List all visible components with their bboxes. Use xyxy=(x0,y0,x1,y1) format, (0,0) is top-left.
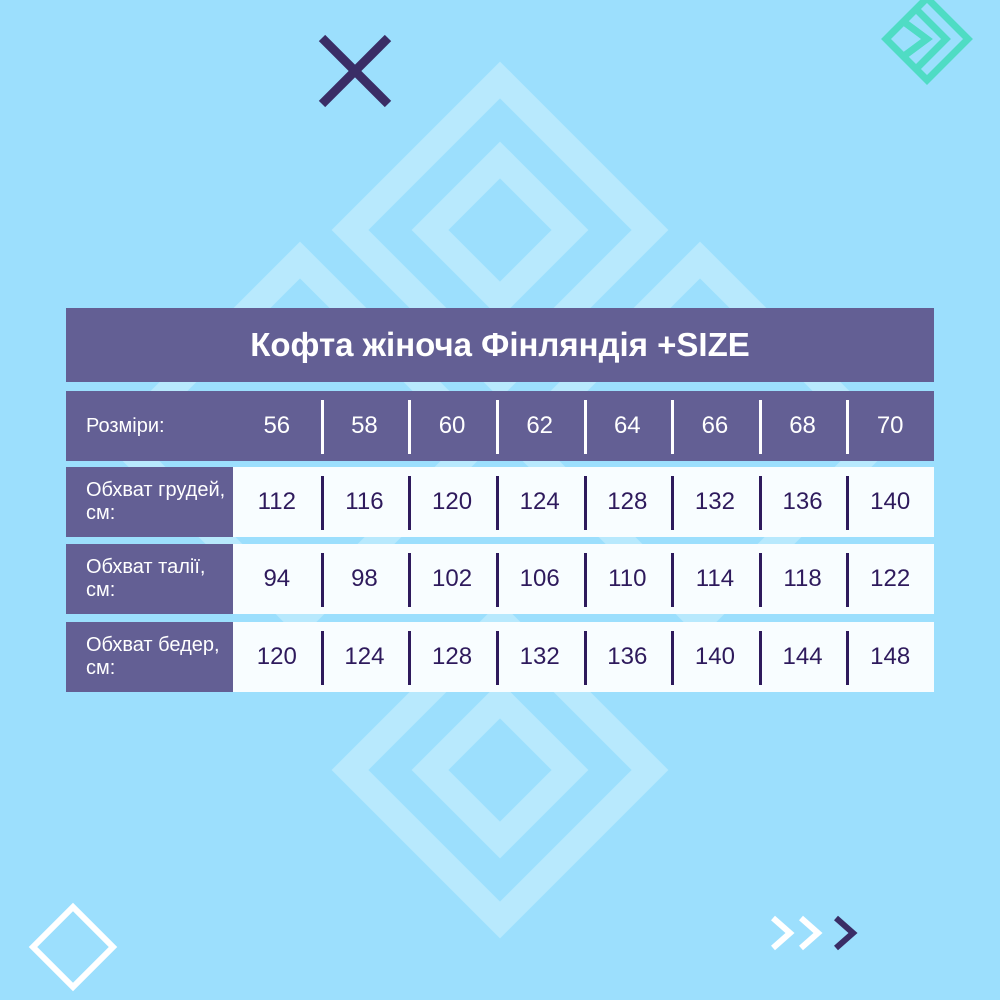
value-cell: 132 xyxy=(671,467,759,537)
value-cell: 136 xyxy=(758,467,847,537)
sizes-header-row: Розміри: 56 58 60 62 64 66 68 70 xyxy=(66,391,934,461)
value-cell: 132 xyxy=(495,622,584,692)
row-label: Розміри: xyxy=(66,391,233,461)
value-cell: 116 xyxy=(320,467,409,537)
value-cell: 136 xyxy=(583,622,672,692)
x-icon xyxy=(318,34,392,108)
value-cell: 122 xyxy=(846,544,934,614)
diamond-outline-icon xyxy=(28,902,118,992)
size-cell: 68 xyxy=(758,391,847,461)
value-cell: 94 xyxy=(263,565,291,592)
value-cell: 124 xyxy=(320,622,409,692)
double-diamond-chevron-icon xyxy=(881,0,973,85)
value-cell: 128 xyxy=(408,622,496,692)
row-label: Обхват бедер, см: xyxy=(66,622,233,692)
value-cell: 110 xyxy=(583,544,672,614)
value-cell: 102 xyxy=(408,544,496,614)
value-cell: 112 xyxy=(257,488,296,515)
size-cell: 60 xyxy=(408,391,496,461)
size-cell: 58 xyxy=(320,391,409,461)
size-cell: 64 xyxy=(583,391,672,461)
table-row-hips: Обхват бедер, см: 120 124 128 132 136 14… xyxy=(66,622,934,692)
value-cell: 148 xyxy=(846,622,934,692)
value-cell: 124 xyxy=(495,467,584,537)
table-row-chest: Обхват грудей, см: 112 116 120 124 128 1… xyxy=(66,467,934,537)
value-cell: 118 xyxy=(758,544,847,614)
value-cell: 128 xyxy=(583,467,672,537)
value-cell: 120 xyxy=(256,643,297,670)
size-cell: 70 xyxy=(846,391,934,461)
value-cell: 114 xyxy=(671,544,759,614)
value-cell: 98 xyxy=(320,544,409,614)
size-cell: 66 xyxy=(671,391,759,461)
value-cell: 140 xyxy=(846,467,934,537)
table-row-waist: Обхват талії, см: 94 98 102 106 110 114 … xyxy=(66,544,934,614)
page-title: Кофта жіноча Фінляндія +SIZE xyxy=(66,308,934,382)
row-label: Обхват талії, см: xyxy=(66,544,233,614)
value-cell: 106 xyxy=(495,544,584,614)
row-label: Обхват грудей, см: xyxy=(66,467,233,537)
size-cell: 56 xyxy=(263,412,291,439)
value-cell: 140 xyxy=(671,622,759,692)
value-cell: 144 xyxy=(758,622,847,692)
value-cell: 120 xyxy=(408,467,496,537)
size-cell: 62 xyxy=(495,391,584,461)
triple-chevron-icon xyxy=(771,915,858,951)
